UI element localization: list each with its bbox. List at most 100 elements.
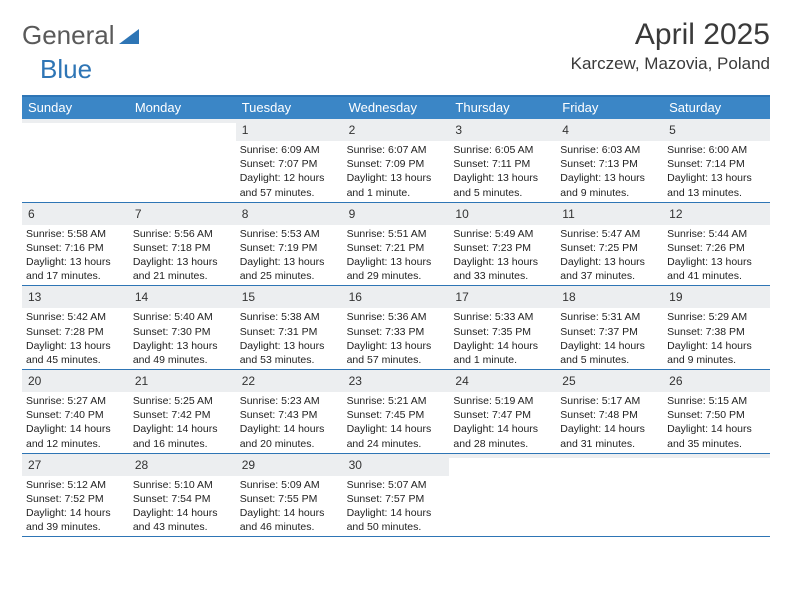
day-cell: 29Sunrise: 5:09 AMSunset: 7:55 PMDayligh… (236, 454, 343, 537)
day-number: 20 (28, 374, 41, 388)
weekday-header: Tuesday (236, 97, 343, 119)
day-number: 25 (562, 374, 575, 388)
day-number-row: 2 (343, 119, 450, 141)
week-row: 1 Sunrise: 6:09 AMSunset: 7:07 PMDaylight… (22, 119, 770, 203)
day-number-row: 4 (556, 119, 663, 141)
sunrise-text: Sunrise: 5:09 AM (240, 478, 335, 492)
sunset-text: Sunset: 7:18 PM (133, 241, 228, 255)
day-details: Sunrise: 5:51 AMSunset: 7:21 PMDaylight:… (343, 225, 450, 286)
day-details: Sunrise: 6:09 AMSunset: 7:07 PMDaylight:… (236, 141, 343, 202)
sunset-text: Sunset: 7:21 PM (347, 241, 442, 255)
sunrise-text: Sunrise: 5:53 AM (240, 227, 335, 241)
day-number: 1 (242, 123, 249, 137)
daylight-text: Daylight: 14 hours and 1 minute. (453, 339, 548, 367)
day-number: 13 (28, 290, 41, 304)
sunset-text: Sunset: 7:19 PM (240, 241, 335, 255)
day-details: Sunrise: 6:03 AMSunset: 7:13 PMDaylight:… (556, 141, 663, 202)
daylight-text: Daylight: 14 hours and 39 minutes. (26, 506, 121, 534)
day-number: 8 (242, 207, 249, 221)
day-cell: 12Sunrise: 5:44 AMSunset: 7:26 PMDayligh… (663, 203, 770, 286)
day-cell: 22 Sunrise: 5:23 AMSunset: 7:43 PMDayligh… (236, 370, 343, 453)
day-number-row: 17 (449, 286, 556, 308)
day-details: Sunrise: 5:07 AMSunset: 7:57 PMDaylight:… (343, 476, 450, 537)
day-details: Sunrise: 5:10 AMSunset: 7:54 PMDaylight:… (129, 476, 236, 537)
daylight-text: Daylight: 13 hours and 41 minutes. (667, 255, 762, 283)
day-number-row: 22 (236, 370, 343, 392)
sunset-text: Sunset: 7:47 PM (453, 408, 548, 422)
day-number: 19 (669, 290, 682, 304)
sunset-text: Sunset: 7:35 PM (453, 325, 548, 339)
week-row: 13Sunrise: 5:42 AMSunset: 7:28 PMDayligh… (22, 286, 770, 370)
weekday-header: Wednesday (343, 97, 450, 119)
weekday-header: Monday (129, 97, 236, 119)
day-details: Sunrise: 6:07 AMSunset: 7:09 PMDaylight:… (343, 141, 450, 202)
sunrise-text: Sunrise: 5:15 AM (667, 394, 762, 408)
daylight-text: Daylight: 13 hours and 9 minutes. (560, 171, 655, 199)
sunrise-text: Sunrise: 5:17 AM (560, 394, 655, 408)
sunrise-text: Sunrise: 5:12 AM (26, 478, 121, 492)
daylight-text: Daylight: 13 hours and 13 minutes. (667, 171, 762, 199)
day-details: Sunrise: 5:36 AMSunset: 7:33 PMDaylight:… (343, 308, 450, 369)
sunset-text: Sunset: 7:50 PM (667, 408, 762, 422)
daylight-text: Daylight: 13 hours and 49 minutes. (133, 339, 228, 367)
sunrise-text: Sunrise: 5:23 AM (240, 394, 335, 408)
day-number-row (556, 454, 663, 458)
daylight-text: Daylight: 13 hours and 29 minutes. (347, 255, 442, 283)
day-cell: 7Sunrise: 5:56 AMSunset: 7:18 PMDaylight… (129, 203, 236, 286)
logo-text-2: Blue (40, 54, 92, 85)
sunrise-text: Sunrise: 5:56 AM (133, 227, 228, 241)
day-number: 22 (242, 374, 255, 388)
day-number: 21 (135, 374, 148, 388)
sunrise-text: Sunrise: 6:07 AM (347, 143, 442, 157)
day-details: Sunrise: 5:49 AMSunset: 7:23 PMDaylight:… (449, 225, 556, 286)
day-number-row: 20 (22, 370, 129, 392)
weekday-header: Saturday (663, 97, 770, 119)
weekday-header: Thursday (449, 97, 556, 119)
day-number: 12 (669, 207, 682, 221)
weekday-header: Sunday (22, 97, 129, 119)
daylight-text: Daylight: 12 hours and 57 minutes. (240, 171, 335, 199)
day-number-row: 25 (556, 370, 663, 392)
day-number: 23 (349, 374, 362, 388)
day-number-row: 18 (556, 286, 663, 308)
daylight-text: Daylight: 14 hours and 43 minutes. (133, 506, 228, 534)
day-number-row (129, 119, 236, 123)
daylight-text: Daylight: 14 hours and 20 minutes. (240, 422, 335, 450)
day-details: Sunrise: 5:17 AMSunset: 7:48 PMDaylight:… (556, 392, 663, 453)
daylight-text: Daylight: 14 hours and 5 minutes. (560, 339, 655, 367)
day-cell: 6Sunrise: 5:58 AMSunset: 7:16 PMDaylight… (22, 203, 129, 286)
week-row: 27Sunrise: 5:12 AMSunset: 7:52 PMDayligh… (22, 454, 770, 538)
day-number-row: 28 (129, 454, 236, 476)
day-cell: 11Sunrise: 5:47 AMSunset: 7:25 PMDayligh… (556, 203, 663, 286)
day-cell: 9Sunrise: 5:51 AMSunset: 7:21 PMDaylight… (343, 203, 450, 286)
day-number-row: 3 (449, 119, 556, 141)
sunrise-text: Sunrise: 5:36 AM (347, 310, 442, 324)
day-cell: 30Sunrise: 5:07 AMSunset: 7:57 PMDayligh… (343, 454, 450, 537)
day-number: 28 (135, 458, 148, 472)
day-number-row (449, 454, 556, 458)
sunset-text: Sunset: 7:55 PM (240, 492, 335, 506)
daylight-text: Daylight: 14 hours and 16 minutes. (133, 422, 228, 450)
sunrise-text: Sunrise: 5:25 AM (133, 394, 228, 408)
week-row: 20Sunrise: 5:27 AMSunset: 7:40 PMDayligh… (22, 370, 770, 454)
daylight-text: Daylight: 14 hours and 35 minutes. (667, 422, 762, 450)
day-cell: 2Sunrise: 6:07 AMSunset: 7:09 PMDaylight… (343, 119, 450, 202)
day-number-row: 12 (663, 203, 770, 225)
daylight-text: Daylight: 13 hours and 5 minutes. (453, 171, 548, 199)
day-cell: 17Sunrise: 5:33 AMSunset: 7:35 PMDayligh… (449, 286, 556, 369)
day-cell: 24Sunrise: 5:19 AMSunset: 7:47 PMDayligh… (449, 370, 556, 453)
day-cell: 18Sunrise: 5:31 AMSunset: 7:37 PMDayligh… (556, 286, 663, 369)
sunset-text: Sunset: 7:57 PM (347, 492, 442, 506)
daylight-text: Daylight: 14 hours and 31 minutes. (560, 422, 655, 450)
day-details: Sunrise: 5:38 AMSunset: 7:31 PMDaylight:… (236, 308, 343, 369)
daylight-text: Daylight: 13 hours and 53 minutes. (240, 339, 335, 367)
day-number-row: 11 (556, 203, 663, 225)
sunrise-text: Sunrise: 5:40 AM (133, 310, 228, 324)
day-details: Sunrise: 5:58 AMSunset: 7:16 PMDaylight:… (22, 225, 129, 286)
sunrise-text: Sunrise: 5:29 AM (667, 310, 762, 324)
day-details: Sunrise: 5:23 AMSunset: 7:43 PMDaylight:… (236, 392, 343, 453)
day-number-row (22, 119, 129, 123)
day-number: 11 (562, 207, 574, 221)
day-details: Sunrise: 6:00 AMSunset: 7:14 PMDaylight:… (663, 141, 770, 202)
sunset-text: Sunset: 7:26 PM (667, 241, 762, 255)
